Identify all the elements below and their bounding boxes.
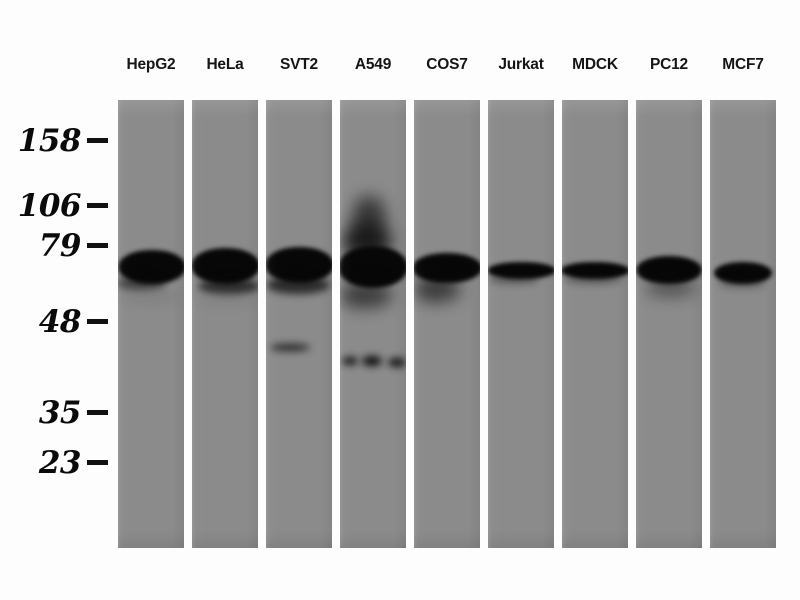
lane-jurkat <box>488 100 554 548</box>
band-lower-band-c <box>388 358 406 367</box>
lane-top-shading <box>710 100 776 116</box>
lane-label-a549: A549 <box>354 56 392 73</box>
lane-top-shading <box>192 100 258 116</box>
band-main-band <box>636 256 702 284</box>
band-main-band <box>562 262 628 279</box>
mw-marker-tick-icon <box>87 410 108 415</box>
lane-bottom-shading <box>118 530 184 548</box>
molecular-weight-ladder: 158 106 79 48 35 23 <box>0 0 112 600</box>
band-main-band <box>714 262 772 284</box>
mw-marker-106: 106 <box>0 189 108 223</box>
band-lower-band-a <box>342 357 358 365</box>
lane-label-pc12: PC12 <box>650 56 688 73</box>
band-faint-band <box>118 294 184 300</box>
band-main-band <box>340 246 406 288</box>
lane-pc12 <box>636 100 702 548</box>
lane-label-cos7: COS7 <box>426 56 468 73</box>
lane-bottom-shading <box>488 530 554 548</box>
lane-bottom-shading <box>414 530 480 548</box>
band-tail-smear <box>266 276 330 294</box>
mw-marker-23: 23 <box>0 446 108 480</box>
mw-marker-tick-icon <box>87 460 108 465</box>
lane-label-jurkat: Jurkat <box>498 56 544 73</box>
lane-cos7 <box>414 100 480 548</box>
mw-marker-35: 35 <box>0 396 108 430</box>
band-tail-smear <box>118 276 166 290</box>
lane-a549 <box>340 100 406 548</box>
band-main-band <box>488 262 554 279</box>
band-lower-band-b <box>362 356 382 366</box>
mw-marker-tick-icon <box>87 138 108 143</box>
lane-hela <box>192 100 258 548</box>
band-tail-smear <box>340 282 392 308</box>
band-faint-band <box>192 296 258 302</box>
lane-mdck <box>562 100 628 548</box>
lane-bottom-shading <box>636 530 702 548</box>
lane-label-hepg2: HepG2 <box>126 56 176 73</box>
mw-marker-79: 79 <box>0 229 108 263</box>
lane-bottom-shading <box>562 530 628 548</box>
lane-mcf7 <box>710 100 776 548</box>
band-tail-smear <box>646 278 696 296</box>
lane-top-shading <box>118 100 184 116</box>
band-lower-band-48 <box>270 344 310 351</box>
mw-marker-value: 158 <box>17 122 82 159</box>
band-tail-smear <box>488 274 540 284</box>
mw-marker-value: 23 <box>38 444 82 481</box>
lane-top-shading <box>488 100 554 116</box>
mw-marker-value: 106 <box>17 187 82 224</box>
lane-label-mcf7: MCF7 <box>722 56 764 73</box>
band-tail-smear <box>564 274 622 284</box>
band-tail-smear <box>198 278 258 294</box>
lane-label-mdck: MDCK <box>572 56 618 73</box>
mw-marker-value: 79 <box>38 227 82 264</box>
lane-bottom-shading <box>710 530 776 548</box>
mw-marker-tick-icon <box>87 319 108 324</box>
lane-top-shading <box>266 100 332 116</box>
lane-hepg2 <box>118 100 184 548</box>
mw-marker-158: 158 <box>0 124 108 158</box>
lane-label-svt2: SVT2 <box>280 56 318 73</box>
lane-bottom-shading <box>266 530 332 548</box>
lane-top-shading <box>340 100 406 116</box>
lane-label-hela: HeLa <box>206 56 244 73</box>
lane-top-shading <box>562 100 628 116</box>
mw-marker-value: 48 <box>38 303 82 340</box>
mw-marker-48: 48 <box>0 305 108 339</box>
mw-marker-tick-icon <box>87 203 108 208</box>
lane-bottom-shading <box>340 530 406 548</box>
lane-svt2 <box>266 100 332 548</box>
band-tail-smear <box>718 278 766 288</box>
lane-top-shading <box>636 100 702 116</box>
lane-top-shading <box>414 100 480 116</box>
lane-bottom-shading <box>192 530 258 548</box>
mw-marker-value: 35 <box>38 394 82 431</box>
mw-marker-tick-icon <box>87 243 108 248</box>
band-tail-smear <box>414 276 460 302</box>
